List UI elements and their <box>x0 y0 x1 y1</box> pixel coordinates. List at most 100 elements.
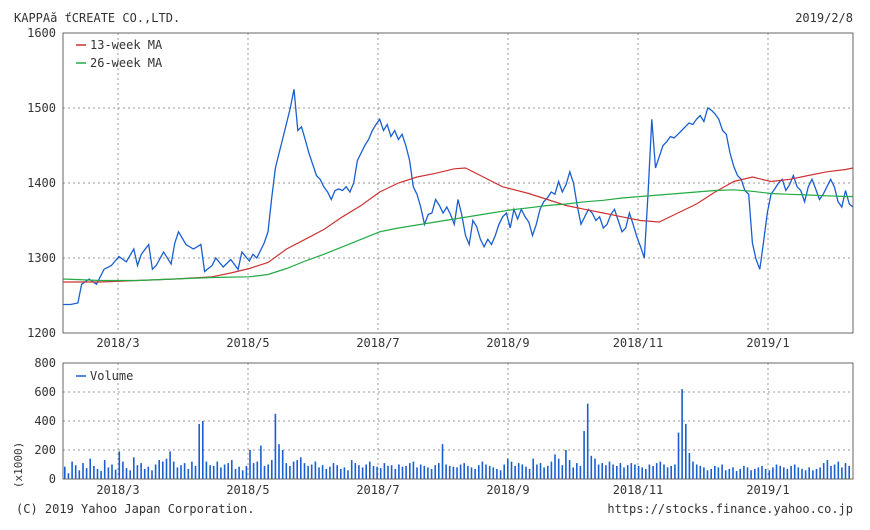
price-y-tick-label: 1600 <box>27 26 56 40</box>
volume-bar <box>365 464 367 479</box>
volume-bar <box>147 466 150 479</box>
volume-bar <box>390 465 393 479</box>
volume-bar <box>735 471 738 479</box>
volume-bar <box>71 461 73 479</box>
volume-bar <box>271 460 273 479</box>
volume-bar <box>801 468 803 479</box>
volume-bar <box>220 467 222 479</box>
volume-bar <box>568 460 571 479</box>
volume-x-tick-label: 2018/7 <box>356 483 399 497</box>
volume-bar <box>597 464 600 479</box>
volume-bar <box>547 465 549 479</box>
price-y-tick-label: 1300 <box>27 251 56 265</box>
volume-bar <box>194 465 197 479</box>
price-frame <box>62 32 854 334</box>
volume-bar <box>768 470 771 479</box>
legend-ma13-label: 13-week MA <box>90 38 163 52</box>
volume-bar <box>757 467 760 479</box>
volume-bar <box>296 460 298 479</box>
volume-bar <box>416 467 418 479</box>
volume-bar <box>176 467 179 479</box>
ma13-line <box>63 167 854 283</box>
volume-bar <box>470 467 473 479</box>
volume-bar <box>485 464 487 479</box>
volume-bar <box>521 464 524 479</box>
volume-bar <box>714 465 716 479</box>
volume-bar <box>739 468 741 479</box>
volume-x-axis: 2018/3 2018/5 2018/7 2018/9 2018/11 2019/1 <box>96 483 789 497</box>
volume-bar <box>663 464 665 479</box>
volume-bar <box>227 463 229 479</box>
volume-bar <box>398 464 400 479</box>
volume-bar <box>122 461 124 479</box>
volume-bar <box>514 465 516 479</box>
volume-bar <box>111 464 113 479</box>
volume-bar <box>325 468 328 479</box>
volume-bar <box>238 466 240 479</box>
volume-bar <box>525 466 527 479</box>
volume-bar <box>637 465 640 479</box>
volume-bar <box>78 470 81 479</box>
volume-y-tick-label: 800 <box>34 356 56 370</box>
volume-bar <box>692 461 694 479</box>
volume-bar <box>594 458 596 479</box>
volume-bar <box>140 463 142 479</box>
volume-bar <box>488 465 491 479</box>
volume-bar <box>576 463 578 479</box>
price-y-tick-label: 1400 <box>27 176 56 190</box>
volume-bar <box>303 463 306 479</box>
volume-bar <box>743 465 745 479</box>
volume-bar <box>783 467 785 479</box>
volume-bar <box>260 445 262 479</box>
volume-x-tick-label: 2018/9 <box>486 483 529 497</box>
volume-bar <box>354 463 357 479</box>
price-y-tick-label: 1500 <box>27 101 56 115</box>
volume-bar <box>557 458 560 479</box>
volume-bar <box>666 467 669 479</box>
volume-bar <box>822 463 825 479</box>
volume-bar <box>318 467 320 479</box>
volume-bar <box>579 465 582 479</box>
volume-bar <box>728 468 731 479</box>
volume-bar <box>158 460 160 479</box>
source-url[interactable]: https://stocks.finance.yahoo.co.jp <box>607 502 853 516</box>
volume-bar <box>572 467 574 479</box>
volume-bar <box>438 463 440 479</box>
volume-bar <box>623 467 625 479</box>
volume-bar <box>263 465 266 479</box>
company-name: KAPPAă ťCREATE CO.,LTD. <box>14 11 180 25</box>
volume-bar <box>790 465 792 479</box>
volume-bar <box>107 467 110 479</box>
price-y-axis: 1200 1300 1400 1500 1600 <box>27 26 56 340</box>
volume-bar <box>797 467 800 479</box>
volume-bar <box>383 463 386 479</box>
volume-bar <box>750 470 752 479</box>
volume-x-tick-label: 2018/11 <box>613 483 664 497</box>
volume-bar <box>154 464 157 479</box>
ma26-line <box>62 189 853 282</box>
volume-bar <box>412 461 415 479</box>
volume-bar <box>826 460 829 479</box>
volume-bar <box>648 464 651 479</box>
volume-bar <box>423 465 426 479</box>
volume-bar <box>844 463 847 479</box>
volume-y-tick-label: 0 <box>49 472 56 486</box>
volume-bar <box>96 468 99 479</box>
volume-bar <box>448 465 451 479</box>
volume-bar <box>405 465 407 479</box>
volume-bar <box>445 464 447 479</box>
volume-bar <box>209 465 211 479</box>
volume-bar <box>169 451 171 479</box>
volume-bar <box>841 467 843 479</box>
volume-y-tick-label: 600 <box>34 385 56 399</box>
volume-bar <box>833 464 836 479</box>
volume-bar <box>612 464 614 479</box>
volume-bar <box>503 464 505 479</box>
price-x-tick-label: 2018/9 <box>486 336 529 350</box>
volume-bar <box>761 465 763 479</box>
volume-bar <box>808 467 810 479</box>
volume-bar <box>67 473 70 479</box>
price-x-tick-label: 2018/3 <box>96 336 139 350</box>
